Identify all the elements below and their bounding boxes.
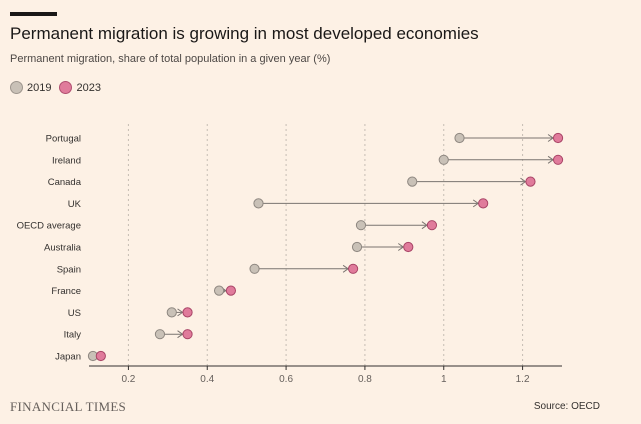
category-label: US	[68, 308, 81, 319]
chart-title: Permanent migration is growing in most d…	[10, 24, 479, 43]
legend-swatch-2019	[10, 81, 23, 94]
dot-2023	[95, 350, 106, 362]
category-label: France	[51, 286, 81, 297]
dot-2023	[552, 132, 564, 144]
dot-2019	[454, 132, 465, 144]
x-tick-label: 1.2	[516, 374, 530, 385]
category-label: OECD average	[17, 221, 81, 232]
dot-2019	[438, 154, 449, 165]
dot-2019	[355, 220, 367, 231]
dot-2023	[347, 263, 359, 274]
category-label: Ireland	[52, 155, 81, 166]
legend-item-2019: 2019	[10, 81, 51, 94]
dot-2023	[182, 329, 193, 340]
dot-2023	[525, 176, 536, 187]
legend-item-2023: 2023	[59, 81, 101, 94]
dot-2023	[426, 220, 438, 231]
legend-label-2023: 2023	[76, 81, 101, 94]
dot-2023	[478, 198, 489, 209]
dot-2019	[253, 198, 264, 209]
category-label: Spain	[57, 264, 81, 275]
dot-2023	[182, 307, 193, 318]
category-label: Portugal	[46, 134, 81, 145]
x-tick-label: 1	[441, 374, 447, 385]
category-label: UK	[68, 199, 82, 210]
chart-subtitle: Permanent migration, share of total popu…	[10, 53, 331, 65]
legend-label-2019: 2019	[27, 81, 52, 94]
category-label: Australia	[44, 243, 82, 254]
dot-2019	[407, 176, 418, 187]
brand-rule	[10, 12, 57, 16]
dot-2019	[166, 307, 177, 318]
category-label: Canada	[48, 177, 82, 188]
dot-2019	[154, 329, 166, 340]
legend-swatch-2023	[59, 81, 73, 94]
dot-2023	[225, 285, 236, 296]
source-note: Source: OECD	[533, 401, 600, 412]
dot-2023	[552, 154, 564, 165]
x-tick-label: 0.8	[358, 374, 372, 385]
category-label: Italy	[64, 330, 82, 341]
dot-2019	[213, 285, 225, 296]
dot-2023	[403, 241, 414, 253]
x-tick-label: 0.2	[121, 374, 135, 385]
dot-2019	[351, 241, 363, 253]
x-tick-label: 0.6	[279, 374, 293, 385]
legend: 2019 2023	[10, 81, 109, 94]
category-label: Japan	[55, 352, 81, 363]
brand-logo-text: FINANCIAL TIMES	[10, 399, 127, 414]
dot-2019	[249, 263, 260, 274]
x-tick-label: 0.4	[200, 374, 214, 385]
